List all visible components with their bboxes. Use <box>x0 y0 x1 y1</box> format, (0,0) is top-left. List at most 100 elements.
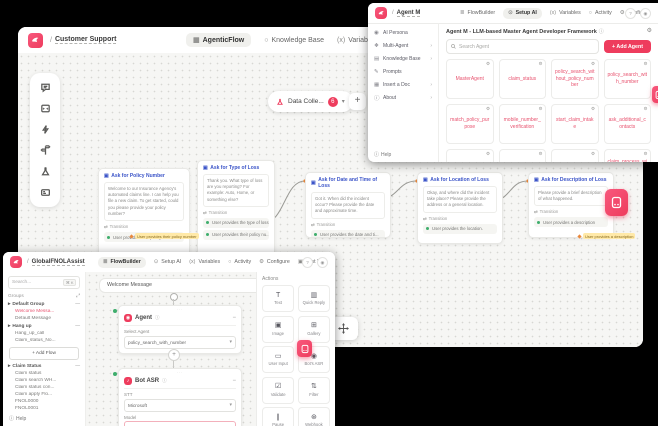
add-flow-button[interactable]: + Add Flow <box>9 347 79 360</box>
info-icon[interactable]: ⓘ <box>162 378 167 383</box>
message-node-icon[interactable] <box>40 82 51 93</box>
action-text[interactable]: T Text <box>262 285 295 312</box>
transition-row[interactable]: User provides the date and ti... <box>311 229 385 237</box>
agent-card[interactable]: ⚙ match_policy_purpose <box>446 104 494 144</box>
sidebar-item-prompts[interactable]: ✎ Prompts <box>374 68 402 75</box>
flow-item-welcome[interactable]: Welcome Messa... <box>15 309 55 314</box>
transition-row[interactable]: User provides the type of loss <box>203 217 269 228</box>
drag-handle[interactable]: ∙∙∙ <box>176 370 184 375</box>
agent-card[interactable]: ⚙claim_process_without_insured_person <box>603 149 651 162</box>
flow-item[interactable]: FNOL0001 <box>15 406 39 411</box>
flow-start-connector[interactable] <box>170 293 178 301</box>
card-node-icon[interactable] <box>40 187 51 198</box>
preview-widget-button[interactable] <box>605 189 628 216</box>
sidebar-item-knowledge-base[interactable]: ▤ Knowledge Base › <box>374 55 432 62</box>
add-step-button[interactable]: + <box>168 349 180 361</box>
flow-item-default[interactable]: Default Message <box>15 316 51 321</box>
preview-widget-button[interactable] <box>652 86 658 103</box>
gear-icon[interactable]: ⚙ <box>538 106 543 111</box>
agent-card[interactable]: ⚙commercial_loss_claim <box>498 149 546 162</box>
collapse-button[interactable]: − <box>232 315 236 321</box>
tab-flowbuilder[interactable]: ≣ FlowBuilder <box>98 256 146 268</box>
add-agent-button[interactable]: + Add Agent <box>604 40 651 53</box>
help-link[interactable]: ⓘ Help <box>9 415 27 423</box>
flow-item[interactable]: Claim search WH... <box>15 378 57 383</box>
agent-card[interactable]: ⚙ policy_search_with_number <box>603 59 651 99</box>
tab-variables[interactable]: (x) Variables <box>337 36 377 44</box>
action-pause[interactable]: ∥ Pause <box>262 407 295 426</box>
node-ask-description[interactable]: ▣ Ask for Description of Loss Please prov… <box>528 172 614 238</box>
drag-handle[interactable]: ∙∙∙ <box>176 307 184 312</box>
help-button[interactable]: ? <box>302 257 313 268</box>
pan-move-handle[interactable] <box>329 317 358 340</box>
connection-port[interactable] <box>113 309 117 313</box>
sidebar-item-about[interactable]: ⓘ About › <box>374 94 432 102</box>
node-ask-policy-number[interactable]: ▣ Ask for Policy Number Welcome to our In… <box>98 168 190 262</box>
gear-icon[interactable]: ⚙ <box>485 106 490 111</box>
account-button[interactable]: ◉ <box>317 257 328 268</box>
model-select[interactable]: ▾ <box>124 421 236 426</box>
gear-icon[interactable]: ⚙ <box>590 151 595 156</box>
agent-card[interactable]: ⚙ policy_search_without_policy_number <box>551 59 599 99</box>
tab-flowbuilder[interactable]: ≣ FlowBuilder <box>460 10 496 16</box>
gear-icon[interactable]: ⚙ <box>485 151 490 156</box>
help-link[interactable]: ⓘ Help <box>374 151 392 159</box>
node-ask-type-of-loss[interactable]: ▣ Ask for Type of Loss Thank you. What ty… <box>197 160 275 258</box>
breadcrumb[interactable]: / GlobalFNOLAssist <box>27 258 85 266</box>
app-logo[interactable] <box>10 256 22 268</box>
collapse-button[interactable]: − <box>232 378 236 384</box>
action-image[interactable]: ▣ Image <box>262 315 295 343</box>
node-ask-location[interactable]: ▣ Ask for Location of Loss Okay, and wher… <box>417 172 503 244</box>
add-collection-button[interactable]: + <box>349 93 366 110</box>
breadcrumb[interactable]: / Agent M <box>392 9 421 17</box>
help-button[interactable]: ? <box>625 8 636 19</box>
agent-card[interactable]: ⚙residential_loss_claim <box>551 149 599 162</box>
flow-item[interactable]: Claim_status_No... <box>15 338 56 343</box>
action-webhook[interactable]: ⊛ Webhook <box>297 407 330 426</box>
transition-row[interactable]: User provides their policy nu... <box>203 229 269 240</box>
breadcrumb[interactable]: / Customer Support <box>50 36 117 44</box>
collapse-icon[interactable]: — <box>75 324 80 329</box>
agent-card[interactable]: ⚙ mobile_number_verification <box>498 104 546 144</box>
tab-activity[interactable]: ○ Activity <box>588 10 612 16</box>
flow-editor-canvas[interactable]: Welcome Message ∙∙∙ ◉ Agent ⓘ − Select A… <box>86 272 335 426</box>
preview-widget-button[interactable] <box>297 340 312 357</box>
data-collection-pill[interactable]: Data Colle... 6 ▾ <box>268 91 353 112</box>
chevron-down-icon[interactable]: ▾ <box>341 99 345 105</box>
tab-activity[interactable]: ○ Activity <box>228 259 252 265</box>
transition-row[interactable]: User provides a description <box>534 217 608 228</box>
info-icon[interactable]: ⓘ <box>598 29 604 35</box>
bot-asr-step-card[interactable]: ∙∙∙ ♪ Bot ASR ⓘ − STT Microsoft ▾ Model … <box>118 368 242 426</box>
flow-item[interactable]: Claim status con... <box>15 385 55 390</box>
collapse-icon[interactable]: — <box>75 302 80 307</box>
agent-step-card[interactable]: ∙∙∙ ◉ Agent ⓘ − Select Agent policy_sear… <box>118 305 242 354</box>
agent-card[interactable]: ⚙ start_claim_intake <box>551 104 599 144</box>
gear-icon[interactable]: ⚙ <box>590 61 595 66</box>
tab-test-lab[interactable]: ▣ Test Lab <box>297 259 326 265</box>
tab-knowledge-base[interactable]: ○ Knowledge Base <box>264 36 325 44</box>
gear-icon[interactable]: ⚙ <box>485 61 490 66</box>
tab-agenticflow[interactable]: ▦ AgenticFlow <box>186 33 252 47</box>
flow-title-input[interactable]: Welcome Message <box>99 278 273 293</box>
sidebar-item-insert-doc[interactable]: ▦ Insert a Doc › <box>374 81 432 88</box>
agent-card[interactable]: ⚙communication_mode <box>446 149 494 162</box>
account-button[interactable]: ◉ <box>640 8 651 19</box>
tab-configure[interactable]: ⚙ Configure <box>619 10 651 16</box>
gear-icon[interactable]: ⚙ <box>643 61 648 66</box>
action-filter[interactable]: ⇅ Filter <box>297 376 330 404</box>
agent-select[interactable]: policy_search_with_number ▾ <box>124 335 236 349</box>
flask-node-icon[interactable] <box>40 166 51 177</box>
flow-item[interactable]: FNOL0000 <box>15 399 39 404</box>
tab-variables[interactable]: (x) Variables <box>189 259 221 265</box>
tab-configure[interactable]: ⚙ Configure <box>259 259 290 265</box>
flow-item[interactable]: Claim status <box>15 371 42 376</box>
app-logo[interactable] <box>375 7 387 19</box>
settings-gear-icon[interactable]: ⚙ <box>646 28 652 34</box>
agent-card[interactable]: ⚙ MasterAgent <box>446 59 494 99</box>
info-icon[interactable]: ⓘ <box>155 315 160 320</box>
gear-icon[interactable]: ⚙ <box>643 106 648 111</box>
flow-item[interactable]: Claim apply Flo... <box>15 392 53 397</box>
gear-icon[interactable]: ⚙ <box>643 151 648 156</box>
tab-setup-ai[interactable]: ⊙ Setup AI <box>503 7 542 19</box>
flow-search-input[interactable]: Search... ⌘ K <box>8 276 80 289</box>
